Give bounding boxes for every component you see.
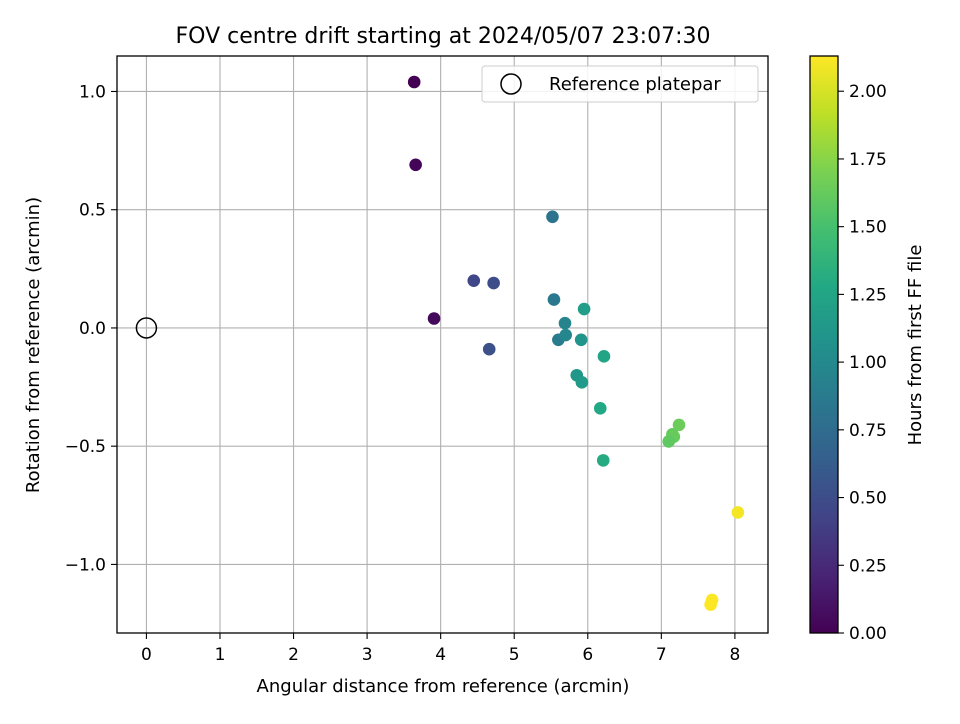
x-tick-label: 6 xyxy=(582,645,593,665)
data-point xyxy=(596,454,610,467)
y-tick-label: 0.0 xyxy=(79,319,106,339)
data-point xyxy=(407,75,421,89)
x-tick-label: 4 xyxy=(435,645,446,665)
colorbar-tick-label: 0.25 xyxy=(849,556,887,576)
x-axis-ticks: 0 1 2 3 4 5 6 7 8 xyxy=(141,633,740,665)
data-point xyxy=(704,598,717,611)
colorbar xyxy=(809,55,839,634)
y-axis-label: Rotation from reference (arcmin) xyxy=(23,197,44,493)
colorbar-ticks: 0.00 0.25 0.50 0.75 1.00 1.25 1.50 1.75 2.00 xyxy=(838,82,887,644)
y-tick-label: −0.5 xyxy=(65,437,106,457)
data-point xyxy=(487,276,500,290)
data-point xyxy=(662,435,675,448)
y-tick-label: −1.0 xyxy=(65,555,106,575)
x-tick-label: 8 xyxy=(729,645,740,665)
x-axis-label: Angular distance from reference (arcmin) xyxy=(257,676,630,697)
data-point xyxy=(482,342,496,356)
data-point xyxy=(547,293,561,306)
data-point xyxy=(731,506,745,519)
x-tick-label: 7 xyxy=(656,645,667,665)
data-point xyxy=(575,376,589,389)
x-tick-label: 5 xyxy=(509,645,520,665)
legend-entry-label: Reference platepar xyxy=(549,74,721,95)
y-axis-ticks: 1.0 0.5 0.0 −0.5 −1.0 xyxy=(65,82,117,575)
reference-point xyxy=(135,317,158,339)
x-tick-label: 0 xyxy=(141,645,152,665)
y-tick-label: 0.5 xyxy=(79,201,106,221)
colorbar-tick-label: 0.00 xyxy=(849,624,887,644)
data-point xyxy=(593,402,607,415)
colorbar-tick-label: 0.50 xyxy=(849,489,887,509)
colorbar-label: Hours from first FF file xyxy=(905,245,926,446)
colorbar-tick-label: 1.75 xyxy=(849,150,887,170)
data-point xyxy=(577,302,591,316)
plot-frame xyxy=(116,55,769,634)
data-point xyxy=(559,328,573,342)
y-tick-label: 1.0 xyxy=(79,82,106,102)
data-point xyxy=(597,350,611,363)
colorbar-tick-label: 1.00 xyxy=(849,353,887,373)
colorbar-tick-label: 0.75 xyxy=(849,421,887,441)
colorbar-tick-label: 2.00 xyxy=(849,82,887,102)
legend-box xyxy=(481,65,759,103)
data-point xyxy=(427,312,441,325)
colorbar-tick-label: 1.50 xyxy=(849,218,887,238)
data-point xyxy=(546,210,559,224)
x-tick-label: 1 xyxy=(215,645,226,665)
data-point xyxy=(409,158,422,172)
data-point xyxy=(558,316,572,330)
x-tick-label: 2 xyxy=(288,645,299,665)
x-tick-label: 3 xyxy=(362,645,373,665)
data-points xyxy=(135,75,745,611)
data-point xyxy=(672,418,686,432)
colorbar-tick-label: 1.25 xyxy=(849,285,887,305)
chart-title: FOV centre drift starting at 2024/05/07 … xyxy=(176,24,711,49)
legend: Reference platepar xyxy=(481,65,759,103)
grid xyxy=(117,56,768,633)
legend-marker-open-circle xyxy=(500,73,522,95)
data-point xyxy=(574,333,588,347)
data-point xyxy=(467,274,481,287)
